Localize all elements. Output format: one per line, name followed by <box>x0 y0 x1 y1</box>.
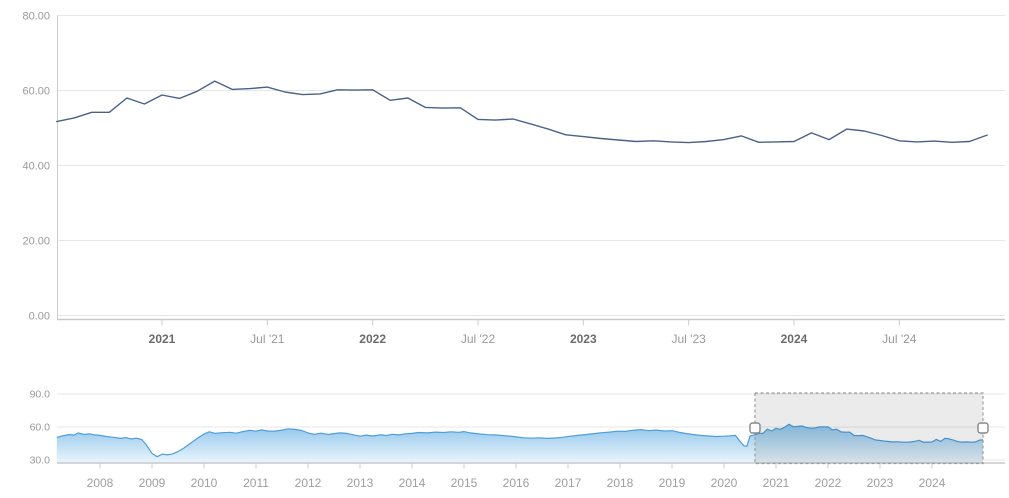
main-x-axis-label: 2024 <box>781 332 808 346</box>
main-y-axis-label: 40.00 <box>22 161 50 173</box>
navigator-pane: 30.0 60.0 90.0 2008 2009 2010 2011 2012 2013 2014… <box>30 389 1005 490</box>
navigator-y-axis-label: 30.0 <box>30 455 51 467</box>
navigator-year-label: 2022 <box>815 476 842 490</box>
navigator-handle-left[interactable] <box>749 422 761 434</box>
main-y-axis-label: 20.00 <box>22 236 50 248</box>
navigator-year-label: 2015 <box>451 476 478 490</box>
navigator-year-label: 2013 <box>347 476 374 490</box>
main-x-axis-label: 2021 <box>149 332 176 346</box>
main-x-axis-label: Jul '21 <box>250 332 285 346</box>
navigator-year-label: 2024 <box>919 476 946 490</box>
main-plot-area[interactable] <box>57 16 1005 320</box>
main-y-axis-label: 60.00 <box>22 86 50 98</box>
price-line-series <box>56 80 988 144</box>
main-pane: 0.00 20.00 40.00 60.00 80.00 2021 Jul '21 2022 J… <box>22 11 1005 346</box>
navigator-year-label: 2020 <box>711 476 738 490</box>
navigator-year-label: 2009 <box>139 476 166 490</box>
nav-area-series-line <box>56 423 984 458</box>
navigator-year-label: 2023 <box>867 476 894 490</box>
navigator-year-label: 2018 <box>607 476 634 490</box>
navigator-y-axis-label: 60.0 <box>30 422 51 434</box>
main-x-axis-label: Jul '24 <box>882 332 917 346</box>
main-x-axis-label: 2022 <box>359 332 386 346</box>
navigator-year-label: 2017 <box>555 476 582 490</box>
main-y-axis-label: 0.00 <box>29 311 50 323</box>
navigator-handle-right[interactable] <box>977 422 989 434</box>
navigator-year-label: 2010 <box>191 476 218 490</box>
nav-area-series-fill <box>56 424 984 463</box>
navigator-year-label: 2011 <box>243 476 269 490</box>
navigator-year-label: 2021 <box>763 476 790 490</box>
main-x-axis-label: Jul '22 <box>461 332 496 346</box>
navigator-year-label: 2012 <box>295 476 322 490</box>
navigator-year-label: 2008 <box>87 476 114 490</box>
main-x-axis-label: Jul '23 <box>671 332 706 346</box>
navigator-y-axis-label: 90.0 <box>30 389 51 401</box>
navigator-year-label: 2014 <box>399 476 426 490</box>
navigator-year-label: 2016 <box>503 476 530 490</box>
main-x-axis-label: 2023 <box>570 332 597 346</box>
main-y-axis-label: 80.00 <box>22 11 50 23</box>
navigator-year-label: 2019 <box>659 476 686 490</box>
navigator-selected-range[interactable] <box>754 392 984 465</box>
